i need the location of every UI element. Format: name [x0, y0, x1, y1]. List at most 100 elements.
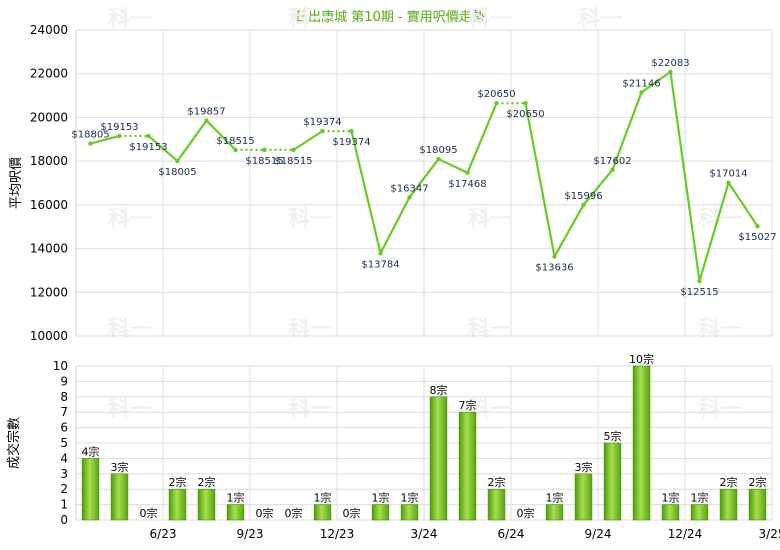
price-point: [726, 180, 731, 185]
volume-bar: [632, 365, 651, 521]
price-data-label: $20650: [506, 109, 544, 120]
watermark-text: 科一: [578, 7, 622, 32]
volume-bar: [603, 442, 622, 521]
volume-bar: [487, 488, 506, 521]
price-line-segment: [438, 158, 468, 174]
volume-bar-label: 4宗: [82, 444, 100, 458]
chart-title: 日出康城 第10期 - 實用呎價走勢: [295, 10, 485, 25]
volume-bar: [690, 504, 709, 521]
price-line-segment: [553, 204, 585, 258]
volume-y-tick-label: 5: [60, 436, 68, 450]
price-data-label: $13636: [535, 263, 573, 274]
price-point: [117, 133, 122, 139]
volume-y-tick-label: 3: [60, 467, 68, 481]
x-tick-label: 6/24: [498, 527, 525, 541]
price-line-segment: [90, 134, 120, 145]
price-y-tick-label: 16000: [30, 198, 68, 212]
price-data-label: $18095: [419, 145, 457, 156]
volume-bar-label: 8宗: [430, 383, 448, 397]
x-tick-label: 3/24: [411, 527, 438, 541]
price-point: [291, 147, 296, 153]
volume-bar-label: 1宗: [546, 491, 564, 505]
volume-bar-label: 3宗: [111, 460, 129, 474]
price-point: [581, 202, 586, 208]
volume-bar: [226, 504, 245, 521]
watermark-text: 科一: [468, 207, 512, 232]
price-y-tick-label: 20000: [30, 110, 68, 124]
volume-bar-label: 3宗: [575, 460, 593, 474]
price-point: [523, 101, 528, 106]
price-line-segment: [350, 130, 382, 254]
price-data-label: $15027: [738, 232, 776, 243]
volume-bar-label: 5宗: [604, 429, 622, 443]
watermark-text: 科一: [288, 397, 332, 422]
volume-y-axis-label: 成交宗數: [6, 417, 22, 469]
price-data-label: $20650: [477, 89, 515, 100]
volume-bar-label: 1宗: [662, 491, 680, 505]
volume-bar: [748, 488, 767, 521]
volume-y-tick-label: 6: [60, 421, 68, 435]
price-data-label: $12515: [680, 287, 718, 298]
volume-bar-label: 7宗: [459, 398, 477, 412]
volume-bar-label: 0宗: [140, 506, 158, 520]
watermark-text: 科一: [288, 207, 332, 232]
price-data-label: $19374: [332, 137, 370, 148]
price-data-label: $17014: [709, 169, 747, 180]
price-data-label: $19374: [303, 117, 341, 128]
price-point: [639, 90, 644, 95]
volume-bar: [661, 504, 680, 521]
price-line-segment: [698, 182, 730, 282]
volume-bar-label: 1宗: [372, 491, 390, 505]
volume-bar: [371, 504, 390, 521]
volume-bar-label: 0宗: [517, 506, 535, 520]
price-point: [697, 278, 702, 284]
price-data-label: $21146: [622, 78, 660, 89]
volume-bar-label: 0宗: [256, 506, 274, 520]
volume-bar: [313, 504, 332, 521]
price-y-tick-label: 10000: [30, 329, 68, 343]
price-line-segment: [466, 102, 498, 174]
volume-y-tick-label: 7: [60, 405, 68, 419]
price-point: [552, 254, 557, 259]
volume-y-tick-label: 9: [60, 374, 68, 388]
watermark-text: 科一: [468, 317, 512, 342]
price-point: [88, 141, 93, 146]
price-point: [320, 128, 325, 134]
price-point: [146, 133, 151, 139]
price-line-segment: [524, 103, 556, 257]
volume-bar-label: 2宗: [198, 475, 216, 489]
volume-bar-label: 1宗: [691, 491, 709, 505]
volume-bar: [719, 488, 738, 521]
price-data-label: $19857: [187, 107, 225, 118]
watermark-text: 科一: [108, 207, 152, 232]
price-point: [668, 69, 673, 75]
volume-bar-label: 2宗: [720, 475, 738, 489]
price-point: [407, 195, 412, 200]
volume-bar-label: 2宗: [749, 475, 767, 489]
volume-y-tick-label: 10: [53, 359, 68, 373]
volume-bar: [197, 488, 216, 521]
watermark-text: 科一: [698, 397, 742, 422]
price-line-segment: [176, 119, 208, 162]
price-point: [610, 167, 615, 173]
price-data-label: $13784: [361, 259, 399, 270]
price-data-label: $18005: [158, 167, 196, 178]
price-y-tick-label: 12000: [30, 285, 68, 299]
price-point: [378, 251, 383, 256]
price-y-tick-label: 18000: [30, 154, 68, 168]
x-tick-label: 9/24: [585, 527, 612, 541]
price-line-segment: [408, 158, 440, 198]
x-tick-label: 3/25: [759, 527, 780, 541]
x-tick-label: 12/24: [668, 527, 703, 541]
price-line-segment: [379, 196, 411, 254]
price-point: [349, 128, 354, 134]
volume-bar: [574, 473, 593, 521]
price-data-label: $22083: [651, 58, 689, 69]
volume-y-tick-label: 8: [60, 390, 68, 404]
x-tick-label: 9/23: [237, 527, 264, 541]
price-point: [204, 118, 209, 123]
price-data-label: $19153: [129, 142, 167, 153]
price-data-label: $16347: [390, 183, 428, 194]
